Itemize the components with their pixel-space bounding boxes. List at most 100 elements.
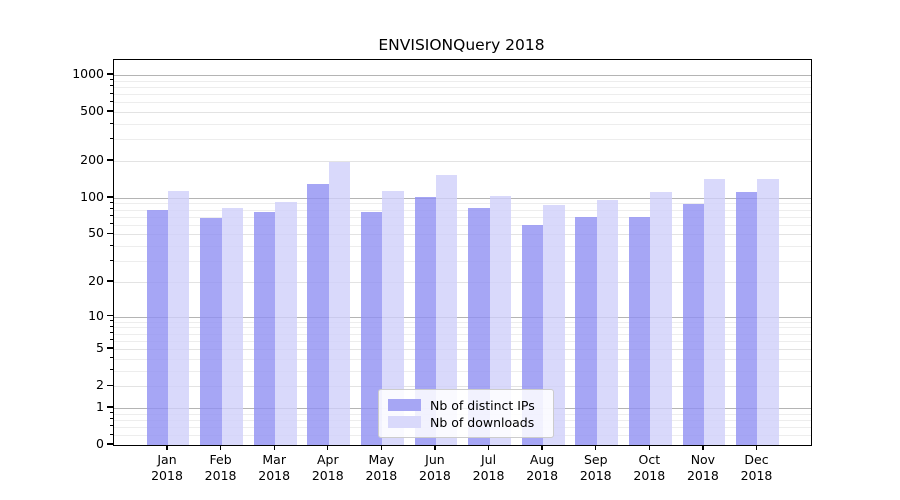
y-minor-tick-mark [109,339,113,341]
y-tick-label: 2 [96,377,104,393]
bar-distinct-ips-4 [360,212,383,445]
y-tick-mark [107,384,113,386]
x-tick-label: Oct 2018 [633,452,666,483]
bar-downloads-11 [757,179,779,445]
y-minor-tick-mark [109,137,113,139]
x-tick-mark [755,445,758,451]
gridline [114,75,811,77]
y-tick-label: 50 [88,225,104,241]
x-tick-mark [648,445,650,451]
bar-distinct-ips-8 [575,216,597,445]
bar-downloads-4 [382,190,404,445]
y-minor-tick-mark [109,357,113,359]
bar-downloads-8 [596,200,619,445]
y-minor-tick-mark [109,85,113,87]
gridline [114,358,811,360]
bar-distinct-ips-1 [200,217,222,445]
legend-row-downloads: Nb of downloads [388,414,544,430]
y-minor-tick-mark [109,369,113,371]
bar-distinct-ips-10 [682,204,704,445]
legend-swatch-downloads [388,416,421,428]
y-minor-tick-mark [109,320,113,322]
x-tick-label: Jul 2018 [472,452,505,483]
gridline [114,161,811,163]
gridline [114,112,811,114]
bar-distinct-ips-2 [253,211,276,445]
bar-layer [114,60,811,445]
legend: Nb of distinct IPs Nb of downloads [378,389,554,438]
bar-downloads-5 [435,174,458,445]
gridline [114,139,811,141]
x-tick-label: Sep 2018 [579,452,612,483]
y-minor-tick-mark [109,223,113,225]
y-tick-mark [107,443,113,445]
gridline [114,124,811,126]
y-minor-tick-mark [109,201,113,203]
y-tick-mark [107,406,113,408]
y-minor-tick-mark [109,332,113,334]
x-tick-mark [219,445,222,451]
gridline [114,234,811,236]
x-tick-label: Mar 2018 [258,452,291,483]
y-tick-mark [107,73,113,75]
x-tick-mark [702,445,704,451]
y-tick-label: 0 [96,436,104,451]
gridline [114,386,811,388]
y-tick-label: 500 [80,103,104,119]
gridline [114,209,811,211]
gridline [114,197,811,199]
gridline [114,281,811,283]
x-tick-mark [595,445,597,451]
bar-downloads-10 [703,178,726,445]
x-tick-label: Jan 2018 [151,452,183,483]
gridline [114,316,811,318]
y-tick-label: 5 [96,340,104,356]
bar-downloads-1 [221,207,243,445]
y-tick-mark [107,280,113,282]
y-tick-label: 10 [88,307,104,323]
x-tick-mark [487,445,490,451]
gridline [114,94,811,96]
gridline [114,261,811,263]
y-minor-tick-mark [109,208,113,210]
x-tick-mark [541,445,543,451]
x-tick-mark [327,445,329,451]
gridline [114,102,811,104]
bar-distinct-ips-0 [146,209,168,445]
gridline [114,224,811,226]
bar-downloads-2 [275,202,297,445]
y-tick-label: 1 [96,398,104,414]
x-tick-label: Feb 2018 [204,452,237,483]
gridline [114,86,811,88]
gridline [114,203,811,205]
gridline [114,333,811,335]
y-minor-tick-mark [109,92,113,94]
y-minor-tick-mark [109,100,113,102]
gridline [114,340,811,342]
bar-distinct-ips-6 [468,208,490,445]
bar-downloads-0 [168,190,190,445]
legend-label-downloads: Nb of downloads [430,414,535,430]
gridline [114,327,811,329]
legend-swatch-distinct-ips [388,399,421,411]
bar-downloads-9 [650,191,672,445]
gridline [114,321,811,323]
y-minor-tick-mark [109,412,113,414]
x-tick-label: Dec 2018 [740,452,773,483]
chart-title: ENVISIONQuery 2018 [378,36,545,54]
bar-distinct-ips-9 [628,216,651,445]
y-tick-mark [107,110,113,112]
legend-row-distinct-ips: Nb of distinct IPs [388,397,544,413]
bar-distinct-ips-5 [414,196,436,445]
x-tick-label: Apr 2018 [311,452,344,483]
bar-downloads-7 [543,205,565,445]
y-minor-tick-mark [109,79,113,81]
y-tick-label: 20 [88,272,104,288]
y-tick-label: 1000 [72,66,104,82]
x-tick-mark [273,445,275,451]
x-tick-label: Aug 2018 [526,452,559,483]
bar-distinct-ips-3 [307,183,329,445]
y-tick-label: 200 [80,152,104,168]
y-minor-tick-mark [109,433,113,435]
